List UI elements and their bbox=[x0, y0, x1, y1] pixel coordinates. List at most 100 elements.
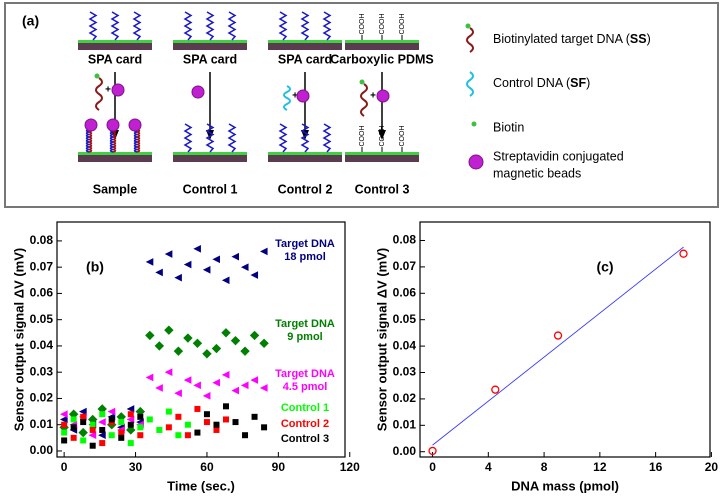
point bbox=[193, 244, 201, 253]
card-label: SPA card bbox=[183, 52, 237, 66]
point bbox=[60, 410, 68, 419]
legend-text-part: ) bbox=[586, 76, 590, 90]
point bbox=[240, 381, 249, 390]
point bbox=[88, 431, 97, 440]
legend-text: Control DNA (SF) bbox=[493, 76, 590, 90]
point bbox=[174, 273, 182, 282]
y-tick-label: 0.06 bbox=[30, 286, 54, 300]
point bbox=[127, 421, 134, 428]
card-surface bbox=[173, 40, 247, 43]
y-axis-label: Sensor output signal ΔV (mV) bbox=[11, 248, 26, 431]
y-tick-label: 0.00 bbox=[393, 444, 417, 458]
point bbox=[184, 421, 191, 428]
point bbox=[193, 381, 201, 390]
point bbox=[164, 368, 173, 376]
y-tick-label: 0.07 bbox=[393, 259, 417, 273]
probe-dna bbox=[300, 123, 310, 153]
point bbox=[194, 405, 201, 412]
point bbox=[118, 429, 125, 436]
point bbox=[80, 437, 87, 444]
point bbox=[192, 338, 203, 349]
series-label: Target DNA 4.5 pmol bbox=[275, 368, 335, 393]
probe-dna bbox=[183, 123, 193, 153]
point bbox=[156, 426, 163, 433]
y-tick-label: 0.06 bbox=[393, 285, 417, 299]
legend-text: Biotinylated target DNA (SS) bbox=[493, 32, 651, 46]
x-axis-label: DNA mass (pmol) bbox=[511, 478, 619, 493]
y-tick-label: 0.00 bbox=[30, 443, 54, 457]
point bbox=[108, 416, 115, 423]
legend-text-part: SS bbox=[630, 32, 647, 46]
probe-dna bbox=[88, 11, 98, 41]
x-tick-label: 90 bbox=[272, 460, 286, 474]
point bbox=[70, 424, 77, 431]
cooh-label: COOH bbox=[399, 126, 406, 147]
point bbox=[213, 426, 220, 433]
point bbox=[203, 419, 210, 426]
series-label: Control 2 bbox=[281, 418, 329, 430]
y-tick-label: 0.04 bbox=[393, 338, 417, 352]
card-label: SPA card bbox=[88, 52, 142, 66]
card-label: Control 1 bbox=[183, 182, 238, 196]
point bbox=[184, 432, 191, 439]
x-tick-label: 30 bbox=[129, 460, 143, 474]
y-tick-label: 0.01 bbox=[393, 417, 417, 431]
point bbox=[126, 405, 135, 413]
point bbox=[80, 419, 87, 426]
point bbox=[155, 268, 163, 277]
point bbox=[491, 385, 500, 394]
x-tick-label: 8 bbox=[541, 460, 548, 474]
point bbox=[232, 419, 239, 426]
point bbox=[146, 416, 153, 423]
cooh-label: COOH bbox=[379, 126, 386, 147]
probe-dna bbox=[132, 11, 142, 41]
y-tick-label: 0.03 bbox=[30, 364, 54, 378]
point bbox=[259, 338, 269, 349]
point bbox=[203, 411, 210, 418]
magnetic-bead bbox=[468, 154, 484, 170]
card-label: Sample bbox=[93, 182, 138, 196]
point bbox=[60, 415, 68, 424]
panel-label: (c) bbox=[596, 259, 613, 275]
biotin bbox=[94, 73, 100, 79]
arrow-head bbox=[378, 130, 386, 140]
biotin bbox=[471, 121, 477, 127]
card-base bbox=[173, 155, 247, 162]
point bbox=[164, 250, 173, 258]
point bbox=[164, 325, 174, 335]
panel-label: (b) bbox=[86, 259, 104, 275]
probe-dna bbox=[278, 123, 288, 153]
y-tick-label: 0.02 bbox=[30, 391, 54, 405]
x-axis-label: Time (sec.) bbox=[167, 478, 235, 493]
point bbox=[212, 255, 220, 264]
series-label-text: Target DNA 9 pmol bbox=[275, 318, 335, 343]
point bbox=[553, 331, 563, 340]
card-surface bbox=[78, 152, 152, 155]
point bbox=[98, 431, 106, 440]
point bbox=[183, 376, 192, 384]
series-label: Control 3 bbox=[281, 433, 329, 445]
card-base bbox=[78, 43, 152, 50]
point bbox=[249, 330, 260, 341]
series-label: Target DNA 18 pmol bbox=[275, 238, 335, 263]
point bbox=[202, 392, 211, 400]
point bbox=[165, 408, 172, 415]
point bbox=[259, 247, 268, 256]
y-tick-label: 0.07 bbox=[30, 259, 54, 273]
point bbox=[78, 427, 88, 438]
target-dna bbox=[95, 77, 103, 111]
y-tick-label: 0.08 bbox=[393, 233, 417, 247]
point bbox=[99, 440, 106, 447]
point bbox=[231, 252, 240, 261]
plus-sign: + bbox=[292, 91, 298, 102]
x-tick-label: 4 bbox=[485, 460, 492, 474]
card-surface bbox=[268, 152, 342, 155]
point bbox=[145, 258, 154, 266]
point bbox=[127, 440, 134, 447]
point bbox=[145, 373, 154, 382]
probe-dna bbox=[227, 123, 237, 153]
magnetic-bead bbox=[296, 89, 310, 103]
series-label-text: Target DNA 18 pmol bbox=[275, 238, 335, 263]
point bbox=[250, 271, 259, 279]
